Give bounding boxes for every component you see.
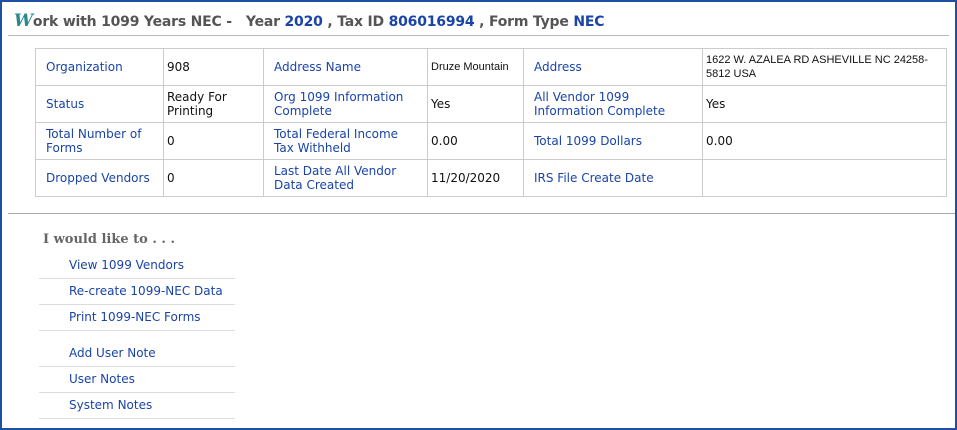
details-table: Organization 908 Address Name Druze Mountai… [35, 48, 947, 197]
recreate-data-link[interactable]: Re-create 1099-NEC Data [39, 279, 235, 305]
field-value: 0.00 [427, 122, 524, 160]
system-notes-link[interactable]: System Notes [39, 393, 235, 419]
field-value: 0 [163, 122, 264, 160]
field-value: 908 [163, 48, 264, 86]
field-label: Org 1099 Information Complete [263, 85, 428, 123]
details-row: Total Number of Forms 0 Total Federal Inco… [35, 122, 947, 160]
add-user-note-link[interactable]: Add User Note [39, 341, 235, 367]
field-label: Address [523, 48, 703, 86]
field-label: Total 1099 Dollars [523, 122, 703, 160]
divider [8, 213, 955, 214]
field-label: IRS File Create Date [523, 159, 703, 197]
field-value: Ready For Printing [163, 85, 264, 123]
details-row: Dropped Vendors 0 Last Date All Vendor Dat… [35, 159, 947, 197]
user-notes-link[interactable]: User Notes [39, 367, 235, 393]
field-label: Last Date All Vendor Data Created [263, 159, 428, 197]
field-value [702, 159, 947, 197]
field-value: Yes [427, 85, 524, 123]
details-row: Status Ready For Printing Org 1099 Informa… [35, 85, 947, 123]
details-row: Organization 908 Address Name Druze Mountai… [35, 48, 947, 86]
field-value: 0.00 [702, 122, 947, 160]
field-value: 11/20/2020 [427, 159, 524, 197]
field-value: Druze Mountain [427, 48, 524, 86]
print-forms-link[interactable]: Print 1099-NEC Forms [39, 305, 235, 331]
page-title: Work with 1099 Years NEC - Year 2020 , T… [14, 11, 605, 31]
field-label: Dropped Vendors [35, 159, 164, 197]
field-label: Total Number of Forms [35, 122, 164, 160]
app-logo-icon: W [14, 11, 33, 31]
field-label: Address Name [263, 48, 428, 86]
actions-menu: I would like to . . . View 1099 Vendors … [39, 232, 235, 419]
divider [8, 35, 949, 36]
actions-heading: I would like to . . . [43, 232, 175, 247]
field-value: 0 [163, 159, 264, 197]
field-label: Organization [35, 48, 164, 86]
view-vendors-link[interactable]: View 1099 Vendors [39, 253, 235, 279]
field-value: Yes [702, 85, 947, 123]
field-label: All Vendor 1099 Information Complete [523, 85, 703, 123]
field-label: Total Federal Income Tax Withheld [263, 122, 428, 160]
field-value: 1622 W. AZALEA RD ASHEVILLE NC 24258-581… [702, 48, 947, 86]
field-label: Status [35, 85, 164, 123]
